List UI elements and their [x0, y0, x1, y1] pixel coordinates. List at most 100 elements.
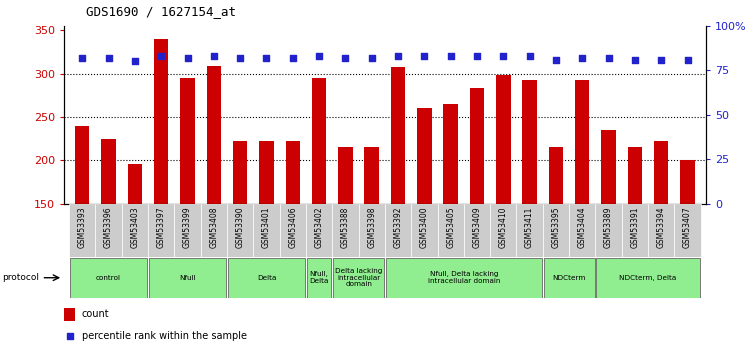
Point [77, 55, 89, 61]
Text: Delta: Delta [257, 275, 276, 281]
Text: GSM53393: GSM53393 [78, 206, 87, 248]
Point [234, 55, 246, 61]
Bar [438, 204, 464, 257]
Text: NDCterm: NDCterm [553, 275, 586, 281]
Bar [253, 204, 279, 257]
Text: GDS1690 / 1627154_at: GDS1690 / 1627154_at [86, 5, 237, 18]
Bar [443, 104, 458, 204]
Point [313, 53, 325, 59]
Point [103, 55, 115, 61]
Bar [312, 78, 327, 204]
Bar [470, 88, 484, 204]
Point [576, 55, 588, 61]
Point [655, 57, 667, 62]
Point [182, 55, 194, 61]
Point [339, 55, 351, 61]
Text: GSM53390: GSM53390 [236, 206, 245, 248]
Bar [386, 258, 542, 298]
Text: GSM53395: GSM53395 [551, 206, 560, 248]
Text: GSM53392: GSM53392 [394, 206, 403, 248]
Text: GSM53410: GSM53410 [499, 206, 508, 248]
Bar [602, 130, 616, 204]
Bar [70, 258, 147, 298]
Bar [596, 204, 622, 257]
Text: GSM53401: GSM53401 [262, 206, 271, 248]
Bar [285, 141, 300, 204]
Bar [622, 204, 648, 257]
Bar [523, 80, 537, 204]
Point [445, 53, 457, 59]
Bar [279, 204, 306, 257]
Bar [569, 204, 596, 257]
Bar [358, 204, 385, 257]
Bar [69, 204, 95, 257]
Point [471, 53, 483, 59]
Text: control: control [96, 275, 121, 281]
Bar [207, 66, 221, 204]
Text: GSM53402: GSM53402 [315, 206, 324, 248]
Bar [154, 39, 168, 204]
Point [523, 53, 535, 59]
Bar [259, 141, 273, 204]
Point [366, 55, 378, 61]
Text: GSM53389: GSM53389 [604, 206, 613, 248]
Bar [575, 80, 590, 204]
Bar [543, 204, 569, 257]
Point [497, 53, 509, 59]
Bar [101, 139, 116, 204]
Bar [332, 204, 358, 257]
Text: GSM53404: GSM53404 [578, 206, 587, 248]
Text: GSM53408: GSM53408 [210, 206, 219, 248]
Bar [674, 204, 701, 257]
Text: GSM53388: GSM53388 [341, 206, 350, 248]
Bar [544, 258, 595, 298]
Text: GSM53398: GSM53398 [367, 206, 376, 248]
Bar [306, 258, 331, 298]
Bar [648, 204, 674, 257]
Point [129, 59, 141, 64]
Bar [75, 126, 89, 204]
Bar [517, 204, 543, 257]
Text: GSM53407: GSM53407 [683, 206, 692, 248]
Point [418, 53, 430, 59]
Bar [680, 160, 695, 204]
Text: GSM53399: GSM53399 [183, 206, 192, 248]
Text: Nfull, Delta lacking
intracellular domain: Nfull, Delta lacking intracellular domai… [427, 272, 500, 284]
Bar [122, 204, 148, 257]
Text: Nfull,
Delta: Nfull, Delta [309, 272, 329, 284]
Bar [201, 204, 227, 257]
Bar [364, 147, 379, 204]
Text: GSM53397: GSM53397 [157, 206, 166, 248]
Text: protocol: protocol [2, 273, 39, 282]
Point [629, 57, 641, 62]
Text: Nfull: Nfull [179, 275, 196, 281]
Text: GSM53411: GSM53411 [525, 206, 534, 248]
Bar [228, 258, 305, 298]
Text: GSM53391: GSM53391 [630, 206, 639, 248]
Point [287, 55, 299, 61]
Point [155, 53, 167, 59]
Bar [496, 75, 511, 204]
Bar [628, 147, 642, 204]
Bar [549, 147, 563, 204]
Bar [385, 204, 412, 257]
Bar [412, 204, 438, 257]
Bar [306, 204, 332, 257]
Bar [233, 141, 247, 204]
Bar [148, 204, 174, 257]
Bar [464, 204, 490, 257]
Point [392, 53, 404, 59]
Point [602, 55, 614, 61]
Bar [180, 78, 195, 204]
Point [208, 53, 220, 59]
Point [261, 55, 273, 61]
Text: Delta lacking
intracellular
domain: Delta lacking intracellular domain [335, 268, 382, 287]
Bar [338, 147, 353, 204]
Bar [596, 258, 700, 298]
Bar [227, 204, 253, 257]
Bar [490, 204, 517, 257]
Bar [64, 308, 75, 321]
Bar [333, 258, 384, 298]
Text: GSM53405: GSM53405 [446, 206, 455, 248]
Text: percentile rank within the sample: percentile rank within the sample [82, 331, 247, 341]
